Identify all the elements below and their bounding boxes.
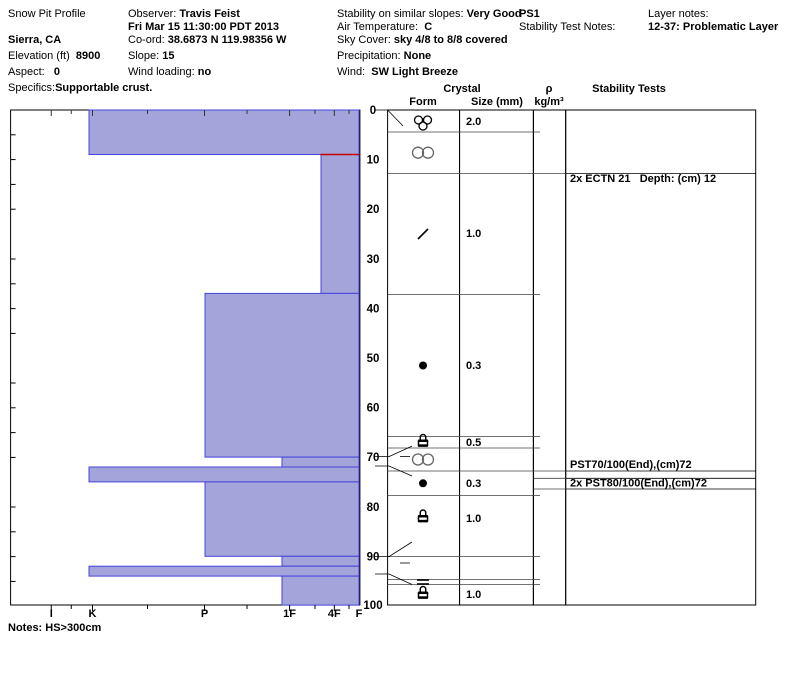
svg-text:Form: Form [409,96,437,108]
svg-text:Crystal: Crystal [443,83,480,95]
svg-text:0.3: 0.3 [466,360,481,372]
svg-text:PST70/100(End),(cm)72: PST70/100(End),(cm)72 [570,459,692,471]
svg-text:Stability Tests: Stability Tests [592,83,666,95]
svg-text:kg/m³: kg/m³ [534,96,564,108]
svg-text:Size (mm): Size (mm) [471,96,523,108]
svg-text:1.0: 1.0 [466,513,481,525]
svg-text:2x PST80/100(End),(cm)72: 2x PST80/100(End),(cm)72 [570,478,707,490]
svg-text:0.5: 0.5 [466,437,481,449]
svg-text:ρ: ρ [546,83,553,95]
svg-text:0.3: 0.3 [466,478,481,490]
svg-text:2x ECTN 21 Depth: (cm) 12: 2x ECTN 21 Depth: (cm) 12 [570,173,716,185]
svg-text:1.0: 1.0 [466,228,481,240]
svg-text:2.0: 2.0 [466,116,481,128]
svg-text:1.0: 1.0 [466,589,481,601]
